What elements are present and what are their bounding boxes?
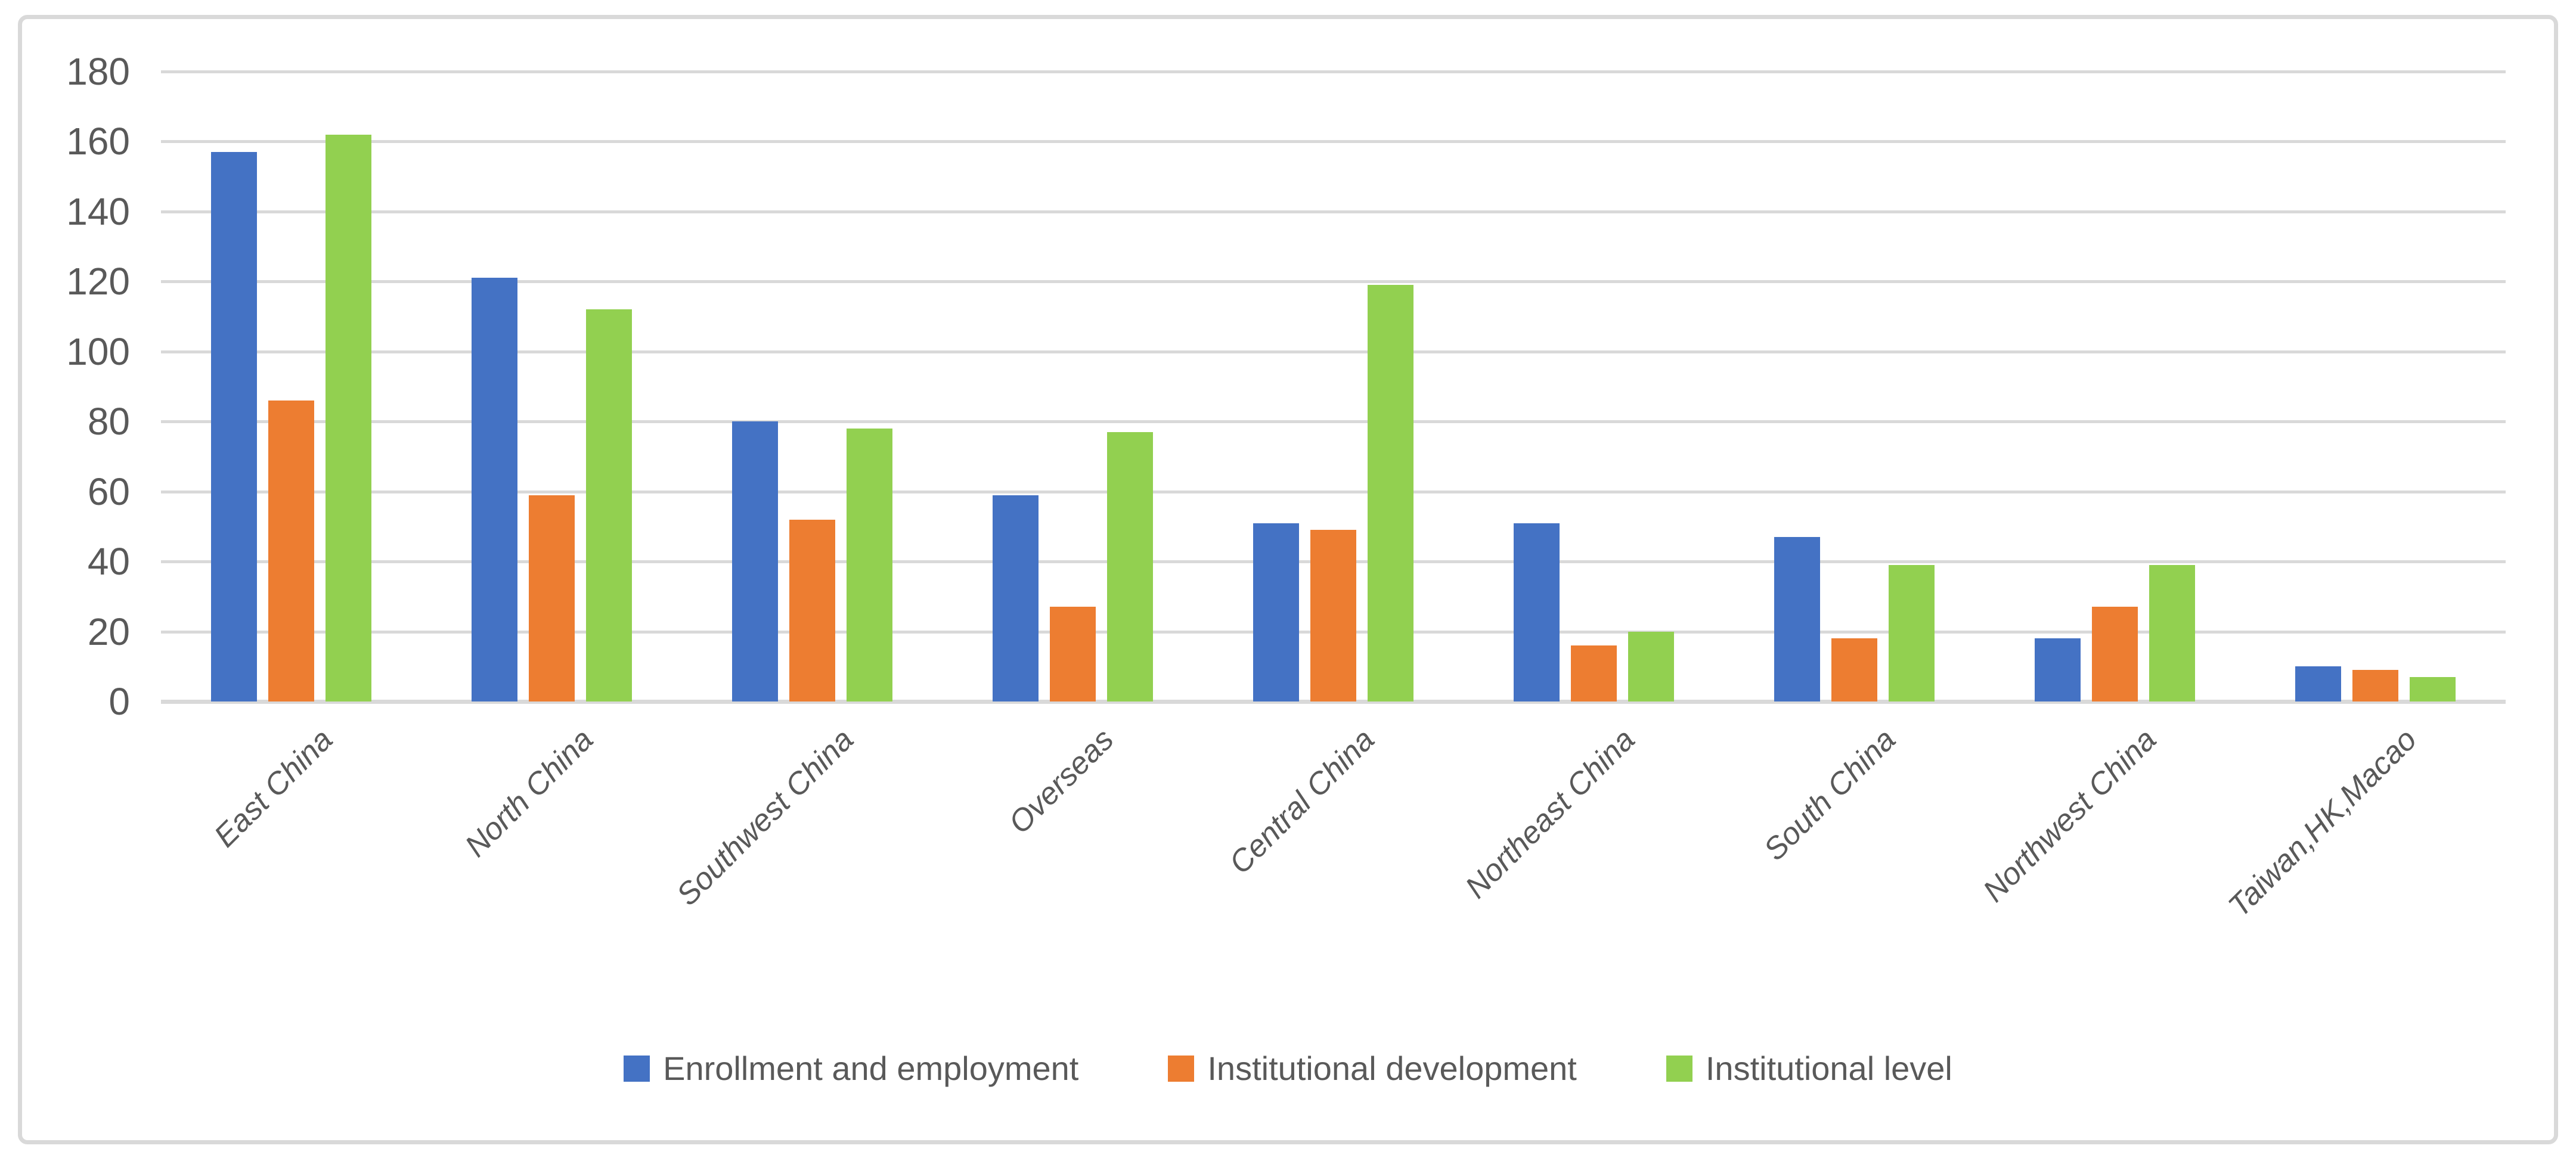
- bar-overseas-institutional-development: [1050, 607, 1096, 701]
- y-tick-label-120: 120: [66, 260, 130, 303]
- y-tick-label-180: 180: [66, 50, 130, 93]
- gridline-60: [161, 491, 2506, 493]
- bar-southwest-china-institutional-level: [847, 429, 892, 701]
- bar-northwest-china-institutional-level: [2149, 565, 2195, 701]
- bar-south-china-institutional-level: [1889, 565, 1935, 701]
- legend: Enrollment and employment Institutional d…: [0, 1051, 2576, 1087]
- legend-swatch-icon: [1168, 1056, 1195, 1082]
- legend-label: Institutional level: [1705, 1050, 1952, 1087]
- gridline-140: [161, 210, 2506, 213]
- gridline-120: [161, 280, 2506, 283]
- gridline-80: [161, 420, 2506, 423]
- gridline-160: [161, 140, 2506, 143]
- y-tick-label-40: 40: [87, 540, 130, 583]
- bar-central-china-institutional-development: [1310, 530, 1356, 701]
- bar-overseas-institutional-level: [1107, 432, 1153, 701]
- bar-northeast-china-institutional-development: [1571, 645, 1617, 701]
- legend-label: Enrollment and employment: [663, 1050, 1079, 1087]
- y-tick-label-20: 20: [87, 610, 130, 653]
- legend-swatch-icon: [1666, 1056, 1692, 1082]
- y-tick-label-140: 140: [66, 190, 130, 233]
- bar-east-china-institutional-level: [326, 135, 371, 701]
- bar-south-china-institutional-development: [1831, 638, 1877, 701]
- y-tick-label-160: 160: [66, 120, 130, 163]
- legend-label: Institutional development: [1207, 1050, 1577, 1087]
- bar-northwest-china-institutional-development: [2092, 607, 2138, 701]
- legend-item-institutional-development: Institutional development: [1168, 1051, 1577, 1087]
- legend-swatch-icon: [624, 1056, 650, 1082]
- bar-south-china-enrollment-and-employment: [1774, 537, 1820, 701]
- bar-taiwan-hk-macao-institutional-development: [2352, 670, 2398, 701]
- bar-northwest-china-enrollment-and-employment: [2035, 638, 2081, 701]
- legend-item-enrollment-and-employment: Enrollment and employment: [624, 1051, 1078, 1087]
- bar-north-china-institutional-level: [586, 309, 632, 701]
- bar-north-china-institutional-development: [529, 495, 575, 701]
- y-tick-label-80: 80: [87, 400, 130, 443]
- bar-overseas-enrollment-and-employment: [993, 495, 1039, 701]
- bar-east-china-institutional-development: [268, 401, 314, 701]
- bar-taiwan-hk-macao-institutional-level: [2410, 677, 2456, 701]
- bar-east-china-enrollment-and-employment: [211, 152, 257, 701]
- y-tick-label-0: 0: [109, 680, 130, 723]
- y-tick-label-60: 60: [87, 470, 130, 513]
- gridline-100: [161, 350, 2506, 353]
- bar-northeast-china-enrollment-and-employment: [1514, 523, 1560, 701]
- bar-southwest-china-institutional-development: [789, 520, 835, 701]
- y-tick-label-100: 100: [66, 330, 130, 373]
- legend-item-institutional-level: Institutional level: [1666, 1051, 1952, 1087]
- bar-taiwan-hk-macao-enrollment-and-employment: [2295, 666, 2341, 701]
- gridline-180: [161, 70, 2506, 73]
- bar-central-china-institutional-level: [1368, 285, 1413, 701]
- gridline-0: [161, 700, 2506, 704]
- bar-northeast-china-institutional-level: [1628, 632, 1674, 701]
- bar-north-china-enrollment-and-employment: [472, 278, 517, 701]
- bar-central-china-enrollment-and-employment: [1253, 523, 1299, 701]
- bar-southwest-china-enrollment-and-employment: [732, 421, 778, 701]
